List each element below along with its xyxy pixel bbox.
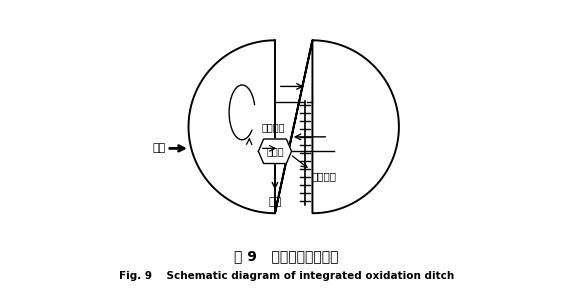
Text: 图 9   一体化氧化沟流程: 图 9 一体化氧化沟流程 (234, 249, 339, 263)
Text: 沉淀器: 沉淀器 (266, 146, 284, 156)
Text: Fig. 9    Schematic diagram of integrated oxidation ditch: Fig. 9 Schematic diagram of integrated o… (119, 271, 454, 281)
Text: 出水: 出水 (268, 197, 281, 207)
Text: 剩余污泥: 剩余污泥 (312, 171, 337, 182)
Text: 进水: 进水 (152, 143, 166, 153)
Polygon shape (258, 139, 292, 164)
Text: 污泥回流: 污泥回流 (262, 122, 285, 132)
